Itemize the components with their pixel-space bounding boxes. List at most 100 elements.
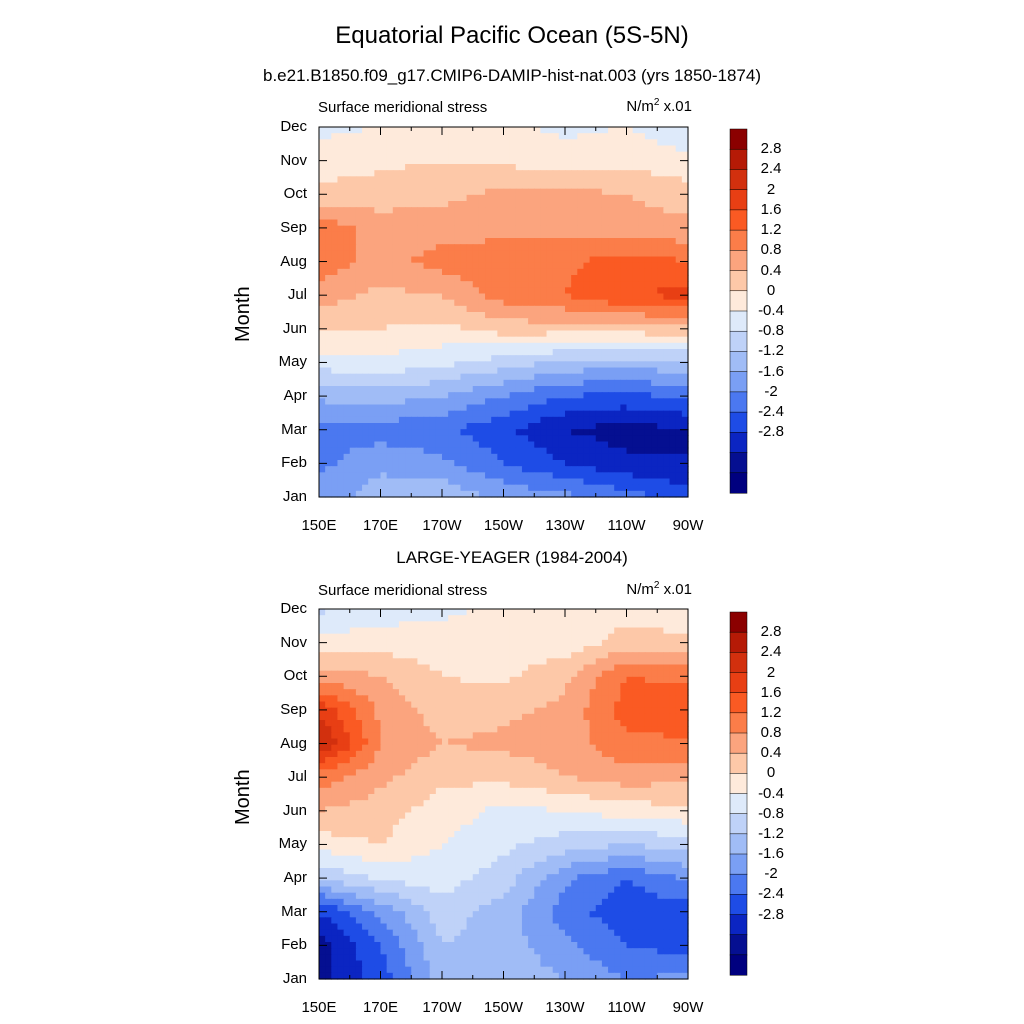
- heatmap-cell: [577, 256, 585, 264]
- heatmap-cell: [558, 453, 566, 461]
- heatmap-cell: [675, 312, 683, 319]
- heatmap-cell: [669, 213, 677, 221]
- heatmap-cell: [503, 299, 511, 307]
- heatmap-cell: [552, 305, 560, 313]
- heatmap-cell: [583, 262, 591, 270]
- heatmap-cell: [374, 713, 382, 721]
- heatmap-cell: [589, 151, 597, 159]
- heatmap-cell: [595, 244, 603, 251]
- heatmap-cell: [651, 250, 658, 258]
- heatmap-cell: [589, 139, 597, 147]
- heatmap-cell: [442, 490, 449, 498]
- heatmap-cell: [681, 676, 689, 684]
- heatmap-cell: [362, 299, 369, 307]
- heatmap-cell: [343, 670, 351, 678]
- heatmap-cell: [442, 732, 449, 740]
- heatmap-cell: [448, 701, 455, 709]
- heatmap-cell: [331, 404, 339, 412]
- heatmap-cell: [552, 726, 560, 733]
- heatmap-cell: [503, 367, 511, 375]
- heatmap-cell: [657, 447, 664, 455]
- heatmap-cell: [601, 133, 609, 140]
- heatmap-cell: [349, 133, 357, 140]
- heatmap-cell: [319, 157, 326, 165]
- heatmap-cell: [349, 732, 357, 740]
- heatmap-cell: [521, 312, 529, 319]
- heatmap-cell: [558, 133, 566, 140]
- heatmap-cell: [601, 194, 609, 202]
- heatmap-cell: [460, 726, 468, 733]
- heatmap-cell: [454, 453, 462, 461]
- heatmap-cell: [392, 490, 400, 498]
- heatmap-cell: [491, 646, 498, 653]
- heatmap-cell: [466, 664, 474, 672]
- heatmap-cell: [608, 231, 615, 239]
- heatmap-cell: [472, 472, 480, 480]
- heatmap-cell: [423, 379, 431, 387]
- heatmap-cell: [374, 219, 382, 227]
- heatmap-cell: [392, 225, 400, 233]
- heatmap-cell: [651, 627, 658, 635]
- heatmap-cell: [620, 287, 628, 295]
- heatmap-cell: [454, 250, 462, 258]
- heatmap-cell: [558, 478, 566, 486]
- heatmap-cell: [644, 609, 652, 616]
- heatmap-cell: [558, 670, 566, 678]
- heatmap-cell: [478, 701, 486, 709]
- heatmap-cell: [442, 127, 449, 134]
- heatmap-cell: [571, 683, 578, 690]
- heatmap-cell: [620, 621, 628, 629]
- heatmap-cell: [454, 386, 462, 393]
- heatmap-cell: [675, 726, 683, 733]
- heatmap-cell: [565, 416, 572, 424]
- heatmap-cell: [398, 738, 406, 746]
- heatmap-cell: [509, 194, 517, 202]
- heatmap-cell: [608, 453, 615, 461]
- heatmap-cell: [460, 268, 468, 276]
- heatmap-cell: [651, 732, 658, 740]
- heatmap-cell: [478, 170, 486, 177]
- heatmap-cell: [442, 225, 449, 233]
- heatmap-cell: [325, 683, 332, 690]
- heatmap-cell: [595, 627, 603, 635]
- heatmap-cell: [442, 268, 449, 276]
- heatmap-cell: [319, 312, 326, 319]
- heatmap-cell: [565, 392, 572, 399]
- heatmap-cell: [423, 484, 431, 492]
- heatmap-cell: [565, 410, 572, 418]
- heatmap-cell: [626, 213, 634, 221]
- heatmap-cell: [368, 466, 375, 473]
- heatmap-cell: [663, 349, 671, 356]
- heatmap-cell: [325, 435, 332, 443]
- heatmap-cell: [319, 429, 326, 436]
- heatmap-cell: [534, 732, 541, 740]
- heatmap-cell: [368, 664, 375, 672]
- heatmap-cell: [503, 689, 511, 696]
- heatmap-cell: [558, 219, 566, 227]
- heatmap-cell: [608, 423, 615, 430]
- heatmap-cell: [644, 423, 652, 430]
- heatmap-cell: [380, 484, 388, 492]
- heatmap-cell: [362, 670, 369, 678]
- heatmap-cell: [552, 664, 560, 672]
- heatmap-cell: [491, 695, 498, 703]
- heatmap-cell: [380, 231, 388, 239]
- heatmap-cell: [528, 379, 535, 387]
- heatmap-cell: [534, 176, 541, 184]
- heatmap-cell: [325, 145, 332, 153]
- heatmap-cell: [644, 435, 652, 443]
- heatmap-cell: [362, 410, 369, 418]
- heatmap-cell: [509, 268, 517, 276]
- heatmap-cell: [435, 367, 443, 375]
- heatmap-cell: [620, 373, 628, 381]
- heatmap-cell: [509, 176, 517, 184]
- heatmap-cell: [589, 423, 597, 430]
- heatmap-cell: [540, 695, 548, 703]
- heatmap-cell: [626, 312, 634, 319]
- heatmap-cell: [466, 275, 474, 282]
- heatmap-cell: [552, 342, 560, 350]
- heatmap-cell: [515, 738, 523, 746]
- heatmap-cell: [442, 256, 449, 264]
- heatmap-cell: [651, 324, 658, 332]
- heatmap-cell: [558, 182, 566, 190]
